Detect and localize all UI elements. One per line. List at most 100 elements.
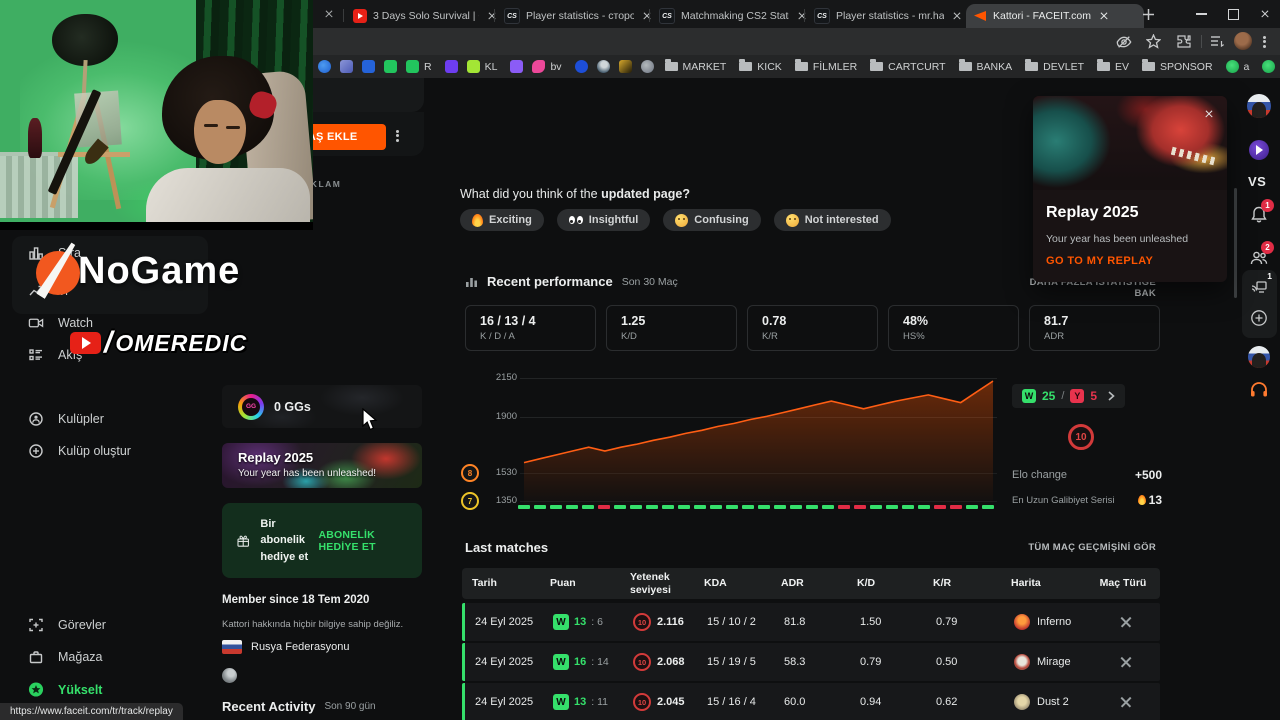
match-map: Dust 2 bbox=[1004, 694, 1096, 710]
browser-tab-stats-1[interactable]: CS Player statistics - сторона мое bbox=[497, 4, 661, 28]
rail-friends[interactable]: 2 bbox=[1249, 241, 1274, 273]
match-row[interactable]: 24 Eyl 2025 W 13 : 6 10 2.116 15 / 10 / … bbox=[462, 603, 1160, 641]
bookmark-folder-devlet[interactable]: DEVLET bbox=[1025, 59, 1084, 73]
browser-tab-youtube[interactable]: 3 Days Solo Survival | Girl Camp bbox=[346, 4, 506, 28]
bookmark-video-icon[interactable] bbox=[318, 60, 331, 73]
new-tab-icon[interactable] bbox=[1142, 8, 1155, 21]
bookmark-gold-icon[interactable] bbox=[618, 60, 632, 73]
bookmark-folder-banka[interactable]: BANKA bbox=[958, 59, 1013, 73]
match-date: 24 Eyl 2025 bbox=[475, 616, 534, 628]
bookmark-item-a[interactable]: a bbox=[1225, 60, 1249, 73]
rail-cast[interactable]: 1 bbox=[1250, 271, 1272, 300]
feedback-option-exciting[interactable]: Exciting bbox=[460, 209, 544, 231]
popup-cta-link[interactable]: GO TO MY REPLAY bbox=[1046, 255, 1154, 267]
match-kr: 0.62 bbox=[936, 696, 958, 708]
skill-level-10-icon: 10 bbox=[1068, 424, 1094, 450]
win-segment bbox=[662, 505, 674, 509]
browser-tab-matchmaking[interactable]: CS Matchmaking CS2 Stats on de bbox=[652, 4, 816, 28]
rail-headset[interactable] bbox=[1249, 381, 1269, 404]
rail-avatar-small[interactable] bbox=[1248, 346, 1270, 368]
more-stats-link[interactable]: DAHA FAZLA İSTATİSTİĞE BAK bbox=[1029, 277, 1156, 299]
sidebar-item-create-club[interactable]: Kulüp oluştur bbox=[28, 443, 131, 459]
bookmark-kick-icon[interactable] bbox=[384, 60, 397, 73]
match-adr: 58.3 bbox=[784, 656, 806, 668]
window-close-button[interactable] bbox=[1250, 0, 1280, 28]
ggs-banner[interactable]: GG 0 GGs bbox=[222, 385, 422, 428]
nogame-logo-icon bbox=[30, 245, 82, 297]
bookmark-item-kl[interactable]: KL bbox=[466, 60, 497, 73]
bookmark-folder-kick[interactable]: KICK bbox=[739, 59, 782, 73]
recent-activity-range: Son 90 gün bbox=[324, 701, 376, 712]
feedback-option-not-interested[interactable]: Not interested bbox=[773, 209, 891, 231]
bookmark-folder-filmler[interactable]: FİLMLER bbox=[794, 59, 857, 73]
rail-add[interactable] bbox=[1250, 309, 1268, 332]
status-bar: https://www.faceit.com/tr/track/replay bbox=[0, 703, 183, 720]
bookmark-discord-icon[interactable] bbox=[444, 60, 458, 73]
chevron-right-icon bbox=[1108, 391, 1115, 401]
recent-performance-header: Recent performance Son 30 Maç bbox=[465, 274, 678, 289]
stat-card-kd: 1.25 K/D bbox=[606, 305, 737, 351]
profile-kebab-icon[interactable] bbox=[396, 128, 399, 143]
rail-bell[interactable]: 1 bbox=[1249, 199, 1274, 230]
country-label: Rusya Federasyonu bbox=[251, 641, 350, 653]
tab-close-icon[interactable] bbox=[1097, 9, 1111, 23]
reading-list-icon[interactable] bbox=[1210, 35, 1225, 48]
bookmark-folder-cartcurt[interactable]: CARTCURT bbox=[870, 59, 946, 73]
sidebar-item-clubs[interactable]: Kulüpler bbox=[28, 411, 104, 427]
bookmark-folder-sponsor[interactable]: SPONSOR bbox=[1142, 59, 1213, 73]
bookmark-green-icon[interactable] bbox=[1262, 60, 1276, 73]
level-10-icon: 10 bbox=[633, 613, 651, 631]
loss-segment bbox=[934, 505, 946, 509]
bookmark-star-icon[interactable] bbox=[1146, 34, 1161, 49]
sidebar-item-upgrade[interactable]: Yükselt bbox=[28, 681, 102, 698]
bookmark-docs-icon[interactable] bbox=[340, 60, 353, 73]
bookmark-steam-icon[interactable] bbox=[596, 60, 610, 73]
tab-close-icon[interactable] bbox=[322, 7, 336, 21]
bookmark-folder-ev[interactable]: EV bbox=[1097, 59, 1129, 73]
webcam-eyebrows bbox=[204, 124, 218, 127]
popup-close-icon[interactable] bbox=[1201, 106, 1217, 122]
match-row[interactable]: 24 Eyl 2025 W 16 : 14 10 2.068 15 / 19 /… bbox=[462, 643, 1160, 681]
nogame-logo-text: NoGame bbox=[78, 249, 241, 292]
tab-close-icon[interactable] bbox=[950, 9, 964, 23]
browser-tab-stats-2[interactable]: CS Player statistics - mr.hattori | C bbox=[807, 4, 973, 28]
sidebar-item-watch[interactable]: Watch bbox=[28, 315, 93, 331]
sidebar-item-missions[interactable]: Görevler bbox=[28, 617, 106, 633]
rail-vs-label[interactable]: VS bbox=[1248, 174, 1267, 189]
bookmark-mail-icon[interactable] bbox=[362, 60, 375, 73]
bookmark-item-r[interactable]: R bbox=[406, 60, 432, 73]
win-loss-chip[interactable]: W 25 / Y 5 bbox=[1012, 384, 1126, 408]
bookmark-item-bv[interactable]: bv bbox=[532, 60, 562, 73]
all-matches-link[interactable]: TÜM MAÇ GEÇMİŞİNİ GÖR bbox=[1028, 542, 1156, 553]
rail-replay-icon[interactable] bbox=[1249, 140, 1269, 160]
sidebar-item-shop[interactable]: Mağaza bbox=[28, 649, 102, 665]
bookmark-kick-icon bbox=[406, 60, 419, 73]
replay-banner[interactable]: Replay 2025 Your year has been unleashed… bbox=[222, 443, 422, 488]
bookmark-globe-icon[interactable] bbox=[640, 60, 654, 73]
bookmark-twitch-icon[interactable] bbox=[510, 60, 524, 73]
map-name: Mirage bbox=[1037, 656, 1071, 668]
scrollbar-thumb[interactable] bbox=[1234, 188, 1237, 298]
bookmark-r-circle-icon[interactable] bbox=[574, 60, 588, 73]
window-minimize-button[interactable] bbox=[1186, 0, 1216, 28]
clubs-icon bbox=[29, 412, 43, 426]
feedback-option-insightful[interactable]: Insightful bbox=[556, 209, 651, 231]
browser-tab-faceit-active[interactable]: Kattori - FACEIT.com bbox=[966, 4, 1144, 28]
tab-title: Kattori - FACEIT.com bbox=[993, 10, 1092, 22]
gift-cta-link[interactable]: ABONELİK HEDİYE ET bbox=[318, 528, 376, 553]
window-maximize-button[interactable] bbox=[1218, 0, 1248, 28]
browser-profile-avatar[interactable] bbox=[1234, 32, 1252, 50]
result-badge: W bbox=[553, 654, 569, 670]
bookmark-folder-market[interactable]: MARKET bbox=[664, 59, 726, 73]
steam-icon[interactable] bbox=[222, 668, 237, 683]
match-row[interactable]: 24 Eyl 2025 W 13 : 11 10 2.045 15 / 16 /… bbox=[462, 683, 1160, 720]
browser-menu-icon[interactable] bbox=[1263, 34, 1266, 49]
rail-avatar[interactable] bbox=[1247, 94, 1271, 118]
faceit-page: Sıra Tr Watch Akış Kulüpler Kulüp oluştu… bbox=[0, 56, 1280, 720]
eye-off-icon[interactable] bbox=[1116, 34, 1132, 50]
folder-icon bbox=[958, 59, 972, 71]
folder-label: BANKA bbox=[976, 60, 1013, 73]
extensions-icon[interactable] bbox=[1176, 34, 1191, 49]
feedback-option-confusing[interactable]: Confusing bbox=[663, 209, 761, 231]
